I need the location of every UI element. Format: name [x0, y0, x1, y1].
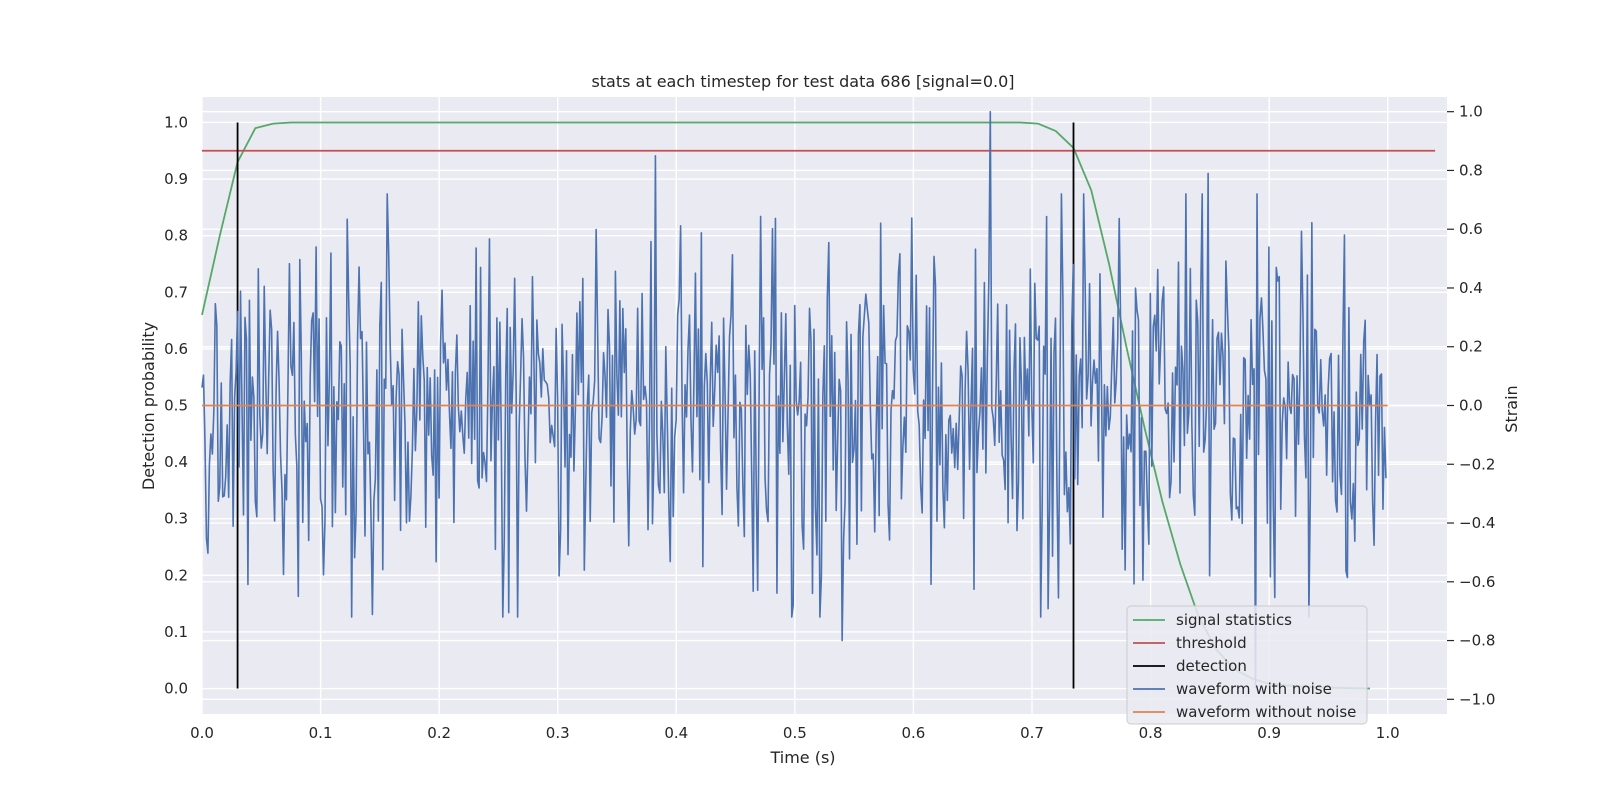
x-tick-label: 0.0: [190, 724, 214, 742]
y-tick-label: 0.9: [164, 170, 188, 188]
x-tick-label: 0.9: [1257, 724, 1281, 742]
y-tick-label: 0.5: [164, 397, 188, 415]
y-axis-label: Detection probability: [139, 322, 158, 490]
x-tick-label: 0.8: [1139, 724, 1163, 742]
x-tick-label: 0.5: [783, 724, 807, 742]
y2-tick-label: 0.4: [1459, 279, 1483, 297]
waveform-with-noise-line: [201, 110, 1387, 689]
y-tick-label: 0.0: [164, 680, 188, 698]
legend-label: waveform without noise: [1176, 703, 1356, 721]
y-tick-label: 0.3: [164, 510, 188, 528]
chart-title: stats at each timestep for test data 686…: [591, 72, 1014, 91]
legend-box: [1126, 605, 1368, 725]
y2-tick-label: 0.6: [1459, 220, 1483, 238]
y2-tick-label: −0.2: [1459, 455, 1495, 473]
y2-tick-label: −0.8: [1459, 632, 1495, 650]
axis-ticks: 0.0 0.1 0.2 0.3 0.4 0.5 0.6 0.7 0.8 0.9 1.0 0.0 0.1 0…: [164, 103, 1495, 742]
y2-tick-label: −1.0: [1459, 690, 1495, 708]
legend: signal statistics threshold detection wavef…: [1126, 605, 1368, 725]
y2-tick-label: 0.0: [1459, 397, 1483, 415]
y-tick-label: 0.1: [164, 623, 188, 641]
y-tick-label: 0.4: [164, 453, 188, 471]
x-tick-label: 0.1: [309, 724, 333, 742]
y2-axis-label: Strain: [1502, 385, 1521, 432]
x-tick-label: 0.4: [664, 724, 688, 742]
y-tick-label: 1.0: [164, 113, 188, 131]
x-axis-label: Time (s): [769, 748, 835, 767]
legend-label: threshold: [1176, 634, 1247, 652]
waveform-with-noise-series: [201, 110, 1387, 689]
y2-tick-label: 0.2: [1459, 338, 1483, 356]
y-tick-label: 0.7: [164, 283, 188, 301]
x-tick-label: 1.0: [1376, 724, 1400, 742]
y2-tick-label: −0.6: [1459, 573, 1495, 591]
y2-tick-label: −0.4: [1459, 514, 1495, 532]
x-tick-label: 0.7: [1020, 724, 1044, 742]
x-tick-label: 0.6: [901, 724, 925, 742]
x-tick-label: 0.2: [427, 724, 451, 742]
y2-tick-label: 0.8: [1459, 161, 1483, 179]
y-tick-label: 0.8: [164, 227, 188, 245]
legend-label: detection: [1176, 657, 1247, 675]
legend-label: signal statistics: [1176, 611, 1292, 629]
x-tick-label: 0.3: [546, 724, 570, 742]
y-tick-label: 0.6: [164, 340, 188, 358]
legend-label: waveform with noise: [1176, 680, 1332, 698]
y2-tick-label: 1.0: [1459, 103, 1483, 121]
y-tick-label: 0.2: [164, 566, 188, 584]
